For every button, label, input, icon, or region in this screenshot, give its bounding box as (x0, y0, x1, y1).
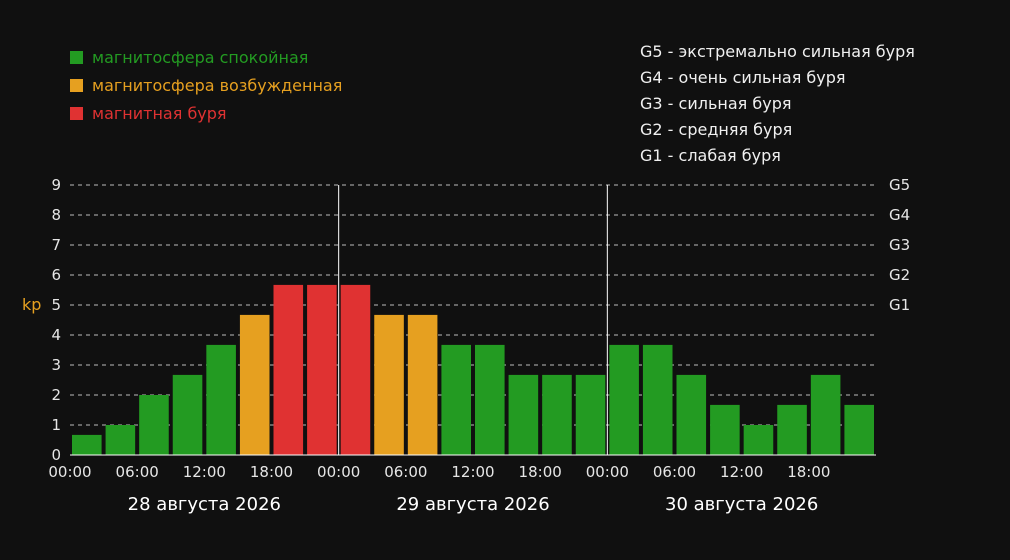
legend-swatch-storm (70, 106, 83, 120)
kp-bar (810, 374, 841, 455)
x-tick-label: 18:00 (519, 463, 562, 481)
day-label: 30 августа 2026 (665, 494, 818, 515)
kp-bar (475, 344, 505, 455)
kp-bar (105, 425, 136, 455)
kp-bar (441, 344, 471, 455)
y-tick-label: 7 (51, 236, 61, 254)
x-tick-label: 00:00 (48, 463, 91, 481)
day-label: 28 августа 2026 (128, 494, 281, 515)
x-tick-label: 12:00 (451, 463, 494, 481)
legend-swatch-disturbed (70, 78, 83, 92)
y-tick-label: 1 (51, 416, 61, 434)
kp-bar (676, 374, 707, 455)
x-tick-label: 12:00 (720, 463, 763, 481)
kp-bar (575, 374, 606, 455)
y-tick-label: 9 (51, 176, 61, 194)
x-tick-label: 12:00 (183, 463, 226, 481)
legend-item-disturbed: магнитосфера возбужденная (70, 71, 342, 99)
x-tick-label: 06:00 (384, 463, 427, 481)
legend-swatch-quiet (70, 50, 83, 64)
kp-bar (139, 395, 169, 455)
y-tick-label: 3 (51, 356, 61, 374)
kp-bar (710, 404, 740, 455)
kp-bar (542, 374, 572, 455)
storm-level-legend: G5 - экстремально сильная буря G4 - очен… (640, 42, 915, 172)
x-tick-label: 06:00 (653, 463, 696, 481)
kp-bar (508, 374, 539, 455)
x-tick-label: 18:00 (787, 463, 830, 481)
level-g3-description: G3 - сильная буря (640, 94, 792, 113)
y-tick-label: 8 (51, 206, 61, 224)
kp-bar (743, 425, 774, 455)
kp-bar (777, 404, 807, 455)
kp-bar (307, 284, 337, 455)
storm-level-label-g3: G3 (889, 236, 910, 254)
y-tick-label: 5 (51, 296, 61, 314)
y-tick-label: 6 (51, 266, 61, 284)
kp-bar (239, 314, 270, 455)
y-tick-label: 2 (51, 386, 61, 404)
x-tick-label: 18:00 (250, 463, 293, 481)
x-tick-label: 00:00 (586, 463, 629, 481)
level-g2-description: G2 - средняя буря (640, 120, 793, 139)
status-legend: магнитосфера спокойная магнитосфера возб… (70, 43, 342, 127)
kp-bar (374, 314, 404, 455)
kp-bar (609, 344, 639, 455)
y-tick-label: 4 (51, 326, 61, 344)
x-tick-label: 06:00 (116, 463, 159, 481)
day-label: 29 августа 2026 (396, 494, 549, 515)
x-tick-label: 00:00 (317, 463, 360, 481)
level-g4-description: G4 - очень сильная буря (640, 68, 846, 87)
legend-label-quiet: магнитосфера спокойная (92, 47, 309, 67)
kp-bar (340, 284, 371, 455)
level-g5-description: G5 - экстремально сильная буря (640, 42, 915, 61)
y-axis-label: kp (22, 295, 41, 314)
kp-bar (206, 344, 236, 455)
level-g1-description: G1 - слабая буря (640, 146, 781, 165)
kp-bar (273, 284, 304, 455)
storm-level-label-g2: G2 (889, 266, 910, 284)
storm-level-label-g1: G1 (889, 296, 910, 314)
legend-label-disturbed: магнитосфера возбужденная (92, 75, 343, 95)
kp-bar (407, 314, 438, 455)
kp-bar (844, 404, 874, 455)
legend-item-storm: магнитная буря (70, 99, 342, 127)
storm-level-label-g4: G4 (889, 206, 910, 224)
storm-level-label-g5: G5 (889, 176, 910, 194)
kp-bar (172, 374, 203, 455)
y-tick-label: 0 (51, 446, 61, 464)
kp-bar (72, 434, 102, 455)
legend-item-quiet: магнитосфера спокойная (70, 43, 342, 71)
kp-bar (642, 344, 673, 455)
legend-label-storm: магнитная буря (92, 103, 227, 123)
